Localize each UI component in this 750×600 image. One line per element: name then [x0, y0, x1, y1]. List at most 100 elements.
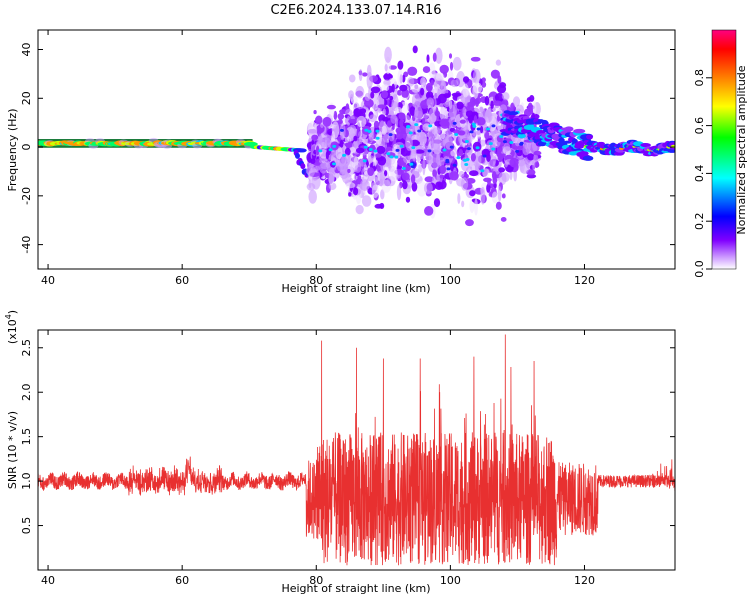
- scatter-blob: [366, 71, 373, 90]
- scatter-hot: [427, 149, 432, 153]
- scatter-hot: [488, 142, 493, 146]
- colorbar-tick-label: 0.8: [693, 69, 706, 87]
- scatter-blob: [381, 125, 387, 135]
- scatter-blob: [464, 97, 468, 107]
- scatter-blob: [396, 184, 402, 201]
- scatter-blob: [333, 110, 338, 121]
- scatter-blob: [504, 159, 508, 168]
- scatter-blob: [433, 86, 438, 94]
- scatter-hot: [388, 133, 393, 137]
- spectrogram-panel: 40 60 80 100 120 -40 -20 0 20 40 Height of strai…: [6, 29, 676, 295]
- scatter-hot: [471, 122, 476, 126]
- scatter-hot: [454, 133, 459, 137]
- scatter-blob: [381, 90, 389, 99]
- scatter-blob: [495, 59, 502, 66]
- scatter-blob: [439, 107, 449, 121]
- recovery-blob: [640, 143, 651, 148]
- scatter-blob: [491, 171, 497, 180]
- scatter-blob: [431, 152, 441, 171]
- scatter-blob: [438, 157, 445, 167]
- scatter-blob: [414, 105, 423, 122]
- scatter-blob: [339, 139, 344, 148]
- scatter-blob: [461, 200, 465, 208]
- scatter-blob: [420, 76, 427, 87]
- scatter-blob: [497, 75, 502, 84]
- scatter-blob: [473, 82, 483, 94]
- recovery-blob: [507, 111, 519, 116]
- y-tick-label: 2.0: [20, 383, 33, 401]
- scatter-blob: [503, 142, 511, 152]
- scatter-blob: [344, 147, 351, 156]
- scatter-blob: [411, 145, 417, 162]
- scatter-blob: [377, 104, 387, 109]
- scatter-blob: [458, 170, 465, 178]
- scatter-blob: [313, 110, 317, 115]
- scatter-hot: [462, 158, 467, 162]
- carrier-blob: [297, 148, 307, 153]
- scatter-blob: [353, 108, 359, 116]
- scatter-blob: [439, 174, 444, 179]
- scatter-blob: [449, 171, 459, 181]
- scatter-blob: [382, 134, 391, 143]
- scatter-blob: [359, 108, 367, 114]
- snr-y-ticks: 0.5 1.0 1.5 2.0 2.5: [20, 339, 675, 534]
- carrier-blob: [243, 141, 258, 147]
- spectrogram-y-label: Frequency (Hz): [6, 109, 19, 192]
- scatter-blob: [526, 97, 532, 103]
- scatter-blob: [373, 120, 380, 129]
- scatter-blob: [470, 152, 476, 162]
- scatter-hot: [466, 147, 471, 151]
- colorbar-tick-label: 0.4: [693, 165, 706, 183]
- scatter-blob: [360, 179, 370, 191]
- scatter-blob: [399, 84, 408, 92]
- scatter-blob: [468, 170, 479, 177]
- scatter-blob: [465, 219, 474, 227]
- scatter-blob: [450, 149, 456, 157]
- scatter-blob: [469, 198, 475, 213]
- scatter-blob: [420, 99, 429, 109]
- snr-multiplier-exponent: 4: [4, 314, 13, 319]
- scatter-blob: [307, 165, 316, 178]
- scatter-blob: [435, 72, 445, 81]
- scatter-blob: [329, 167, 335, 176]
- scatter-blob: [450, 79, 459, 88]
- scatter-blob: [448, 53, 453, 59]
- scatter-hot: [375, 136, 380, 140]
- scatter-blob: [355, 204, 364, 215]
- scatter-hot: [367, 129, 372, 133]
- recovery-blob: [613, 151, 625, 156]
- scatter-blob: [412, 45, 418, 54]
- scatter-blob: [368, 155, 375, 164]
- recovery-blob: [582, 155, 594, 161]
- scatter-blob: [364, 92, 371, 102]
- scatter-blob: [383, 73, 393, 81]
- scatter-blob: [420, 87, 425, 96]
- y-tick-label: 20: [20, 91, 33, 105]
- scatter-hot: [409, 162, 414, 166]
- scatter-blob: [390, 113, 397, 124]
- scatter-blob: [345, 182, 356, 189]
- recovery-blob: [517, 133, 526, 139]
- scatter-blob: [348, 192, 352, 197]
- scatter-hot: [406, 125, 411, 129]
- scatter-blob: [380, 189, 385, 200]
- colorbar: 0.0 0.2 0.4 0.6 0.8 Normalized spectral ampl…: [693, 29, 748, 278]
- scatter-blob: [531, 112, 536, 120]
- scatter-hot: [445, 158, 450, 162]
- scatter-hot: [456, 156, 461, 160]
- scatter-blob: [479, 125, 484, 134]
- scatter-blob: [439, 64, 449, 74]
- scatter-blob: [448, 116, 457, 131]
- x-tick-label: 100: [440, 274, 461, 287]
- scatter-blob: [363, 164, 368, 176]
- scatter-blob: [379, 178, 383, 187]
- scatter-blob: [449, 61, 454, 71]
- scatter-blob: [410, 174, 416, 184]
- scatter-blob: [414, 149, 425, 154]
- scatter-blob: [405, 196, 411, 203]
- scatter-blob: [462, 106, 467, 118]
- scatter-hot: [373, 149, 378, 153]
- scatter-blob: [320, 162, 330, 170]
- scatter-blob: [348, 90, 355, 100]
- scatter-blob: [458, 149, 464, 157]
